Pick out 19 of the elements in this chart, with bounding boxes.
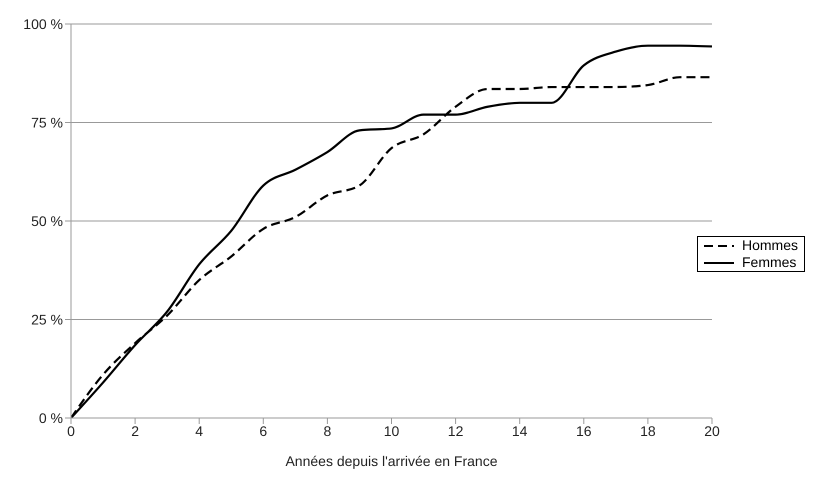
y-tick-label: 100 % [23,16,63,32]
x-tick-label: 8 [323,422,332,439]
x-tick-label: 6 [259,422,268,439]
x-tick-label: 18 [640,422,656,439]
x-tick-label: 12 [448,422,464,439]
x-tick-label: 4 [195,422,204,439]
x-axis-title: Années depuis l'arrivée en France [285,453,498,469]
y-tick-label: 50 % [31,212,63,229]
y-tick-label: 75 % [31,114,63,130]
y-tick-label: 25 % [31,311,63,328]
x-tick-label: 10 [384,422,400,439]
legend-label: Femmes [742,254,796,271]
x-tick-label: 16 [576,422,592,439]
y-tick-label: 0 % [38,410,63,426]
x-tick-label: 0 [67,422,76,439]
legend-label: Hommes [742,237,798,254]
x-tick-label: 20 [704,422,720,439]
x-tick-label: 2 [131,422,140,439]
x-tick-label: 14 [512,422,528,439]
